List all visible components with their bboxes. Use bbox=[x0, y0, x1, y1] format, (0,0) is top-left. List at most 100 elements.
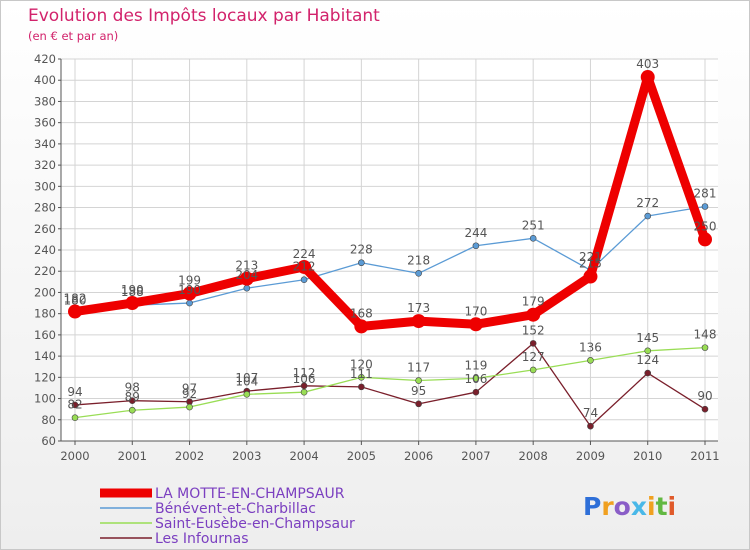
data-point bbox=[415, 400, 422, 408]
y-tick-label: 220 bbox=[34, 264, 56, 278]
proxiti-logo: Proxiti bbox=[583, 492, 676, 521]
data-point bbox=[297, 259, 312, 274]
data-label: 182 bbox=[64, 292, 87, 306]
logo-letter: P bbox=[583, 492, 601, 521]
data-point bbox=[68, 304, 82, 319]
data-point bbox=[186, 403, 193, 411]
x-tick-label: 2003 bbox=[232, 449, 261, 463]
x-tick-label: 2005 bbox=[347, 449, 376, 463]
data-label: 119 bbox=[464, 358, 487, 372]
x-tick-label: 2004 bbox=[289, 449, 318, 463]
data-point bbox=[583, 269, 598, 284]
data-point bbox=[300, 276, 308, 284]
data-point bbox=[701, 405, 709, 413]
data-label: 127 bbox=[522, 350, 545, 364]
data-point bbox=[468, 317, 483, 332]
data-point bbox=[300, 388, 308, 396]
data-label: 228 bbox=[350, 243, 373, 257]
data-label: 90 bbox=[697, 389, 712, 403]
y-tick-label: 420 bbox=[34, 52, 56, 66]
data-label: 94 bbox=[67, 385, 82, 399]
series-line-2 bbox=[74, 346, 706, 419]
y-tick-label: 160 bbox=[34, 328, 56, 342]
data-label: 95 bbox=[411, 384, 426, 398]
data-label: 170 bbox=[464, 304, 487, 318]
data-label: 251 bbox=[522, 218, 545, 232]
y-tick-label: 240 bbox=[34, 243, 56, 257]
series-line-1 bbox=[74, 205, 706, 315]
data-point bbox=[243, 391, 251, 398]
data-point bbox=[415, 377, 422, 384]
y-tick-label: 340 bbox=[34, 137, 56, 151]
logo-letter: r bbox=[601, 492, 614, 521]
y-tick-label: 200 bbox=[34, 285, 56, 299]
data-point bbox=[526, 307, 541, 322]
data-label: 97 bbox=[182, 382, 197, 396]
legend-label: LA MOTTE-EN-CHAMPSAUR bbox=[155, 486, 345, 502]
x-tick-label: 2011 bbox=[690, 449, 719, 463]
data-point bbox=[358, 383, 365, 391]
logo-letter: t bbox=[656, 492, 668, 521]
data-label: 107 bbox=[235, 371, 258, 385]
chart-subtitle: (en € et par an) bbox=[28, 29, 118, 43]
data-point bbox=[587, 422, 594, 430]
data-label: 106 bbox=[293, 372, 316, 386]
data-label: 136 bbox=[579, 340, 602, 354]
series-line-0 bbox=[70, 72, 710, 331]
data-point bbox=[125, 296, 140, 311]
data-label: 218 bbox=[407, 253, 430, 267]
data-point bbox=[128, 406, 136, 414]
data-label: 92 bbox=[182, 387, 197, 401]
data-label: 111 bbox=[350, 367, 373, 381]
data-point bbox=[472, 242, 480, 250]
y-tick-label: 260 bbox=[34, 222, 56, 236]
data-point bbox=[529, 366, 537, 374]
data-label: 221 bbox=[579, 250, 602, 264]
data-point bbox=[182, 286, 197, 301]
data-label: 117 bbox=[407, 361, 430, 375]
data-label: 199 bbox=[178, 274, 201, 288]
y-tick-label: 100 bbox=[34, 392, 56, 406]
data-label: 74 bbox=[583, 406, 598, 420]
data-label: 204 bbox=[235, 268, 258, 282]
y-tick-label: 280 bbox=[34, 201, 56, 215]
data-point bbox=[71, 401, 79, 409]
series bbox=[68, 70, 712, 430]
data-point bbox=[415, 270, 422, 277]
data-label: 152 bbox=[522, 323, 545, 337]
chart-title: Evolution des Impôts locaux par Habitant bbox=[28, 6, 380, 26]
x-tick-label: 2000 bbox=[60, 449, 89, 463]
y-tick-label: 400 bbox=[34, 73, 56, 87]
data-label: 89 bbox=[125, 390, 140, 404]
y-tick-label: 360 bbox=[34, 116, 56, 130]
x-tick-label: 2006 bbox=[404, 449, 433, 463]
y-tick-label: 300 bbox=[34, 179, 56, 193]
data-label: 124 bbox=[636, 353, 659, 367]
data-point bbox=[243, 284, 251, 292]
data-point bbox=[644, 369, 652, 377]
x-tick-label: 2001 bbox=[118, 449, 147, 463]
data-label: 104 bbox=[235, 374, 258, 388]
data-point bbox=[644, 347, 652, 355]
y-tick-label: 380 bbox=[34, 94, 56, 108]
data-point bbox=[358, 374, 365, 381]
data-label: 215 bbox=[579, 257, 602, 271]
data-label: 180 bbox=[64, 294, 87, 308]
data-label: 148 bbox=[694, 328, 717, 342]
data-point bbox=[358, 259, 365, 267]
data-label: 179 bbox=[522, 295, 545, 309]
data-label: 281 bbox=[694, 186, 717, 200]
data-point bbox=[71, 414, 79, 421]
data-point bbox=[128, 397, 136, 404]
data-point bbox=[529, 235, 537, 242]
data-point bbox=[239, 271, 254, 286]
legend-label: Bénévent-et-Charbillac bbox=[155, 501, 316, 517]
y-tick-label: 320 bbox=[34, 158, 56, 172]
data-label: 98 bbox=[125, 381, 140, 395]
grid bbox=[61, 58, 718, 442]
data-point bbox=[587, 357, 594, 364]
x-tick-label: 2010 bbox=[633, 449, 662, 463]
data-point bbox=[529, 340, 537, 347]
